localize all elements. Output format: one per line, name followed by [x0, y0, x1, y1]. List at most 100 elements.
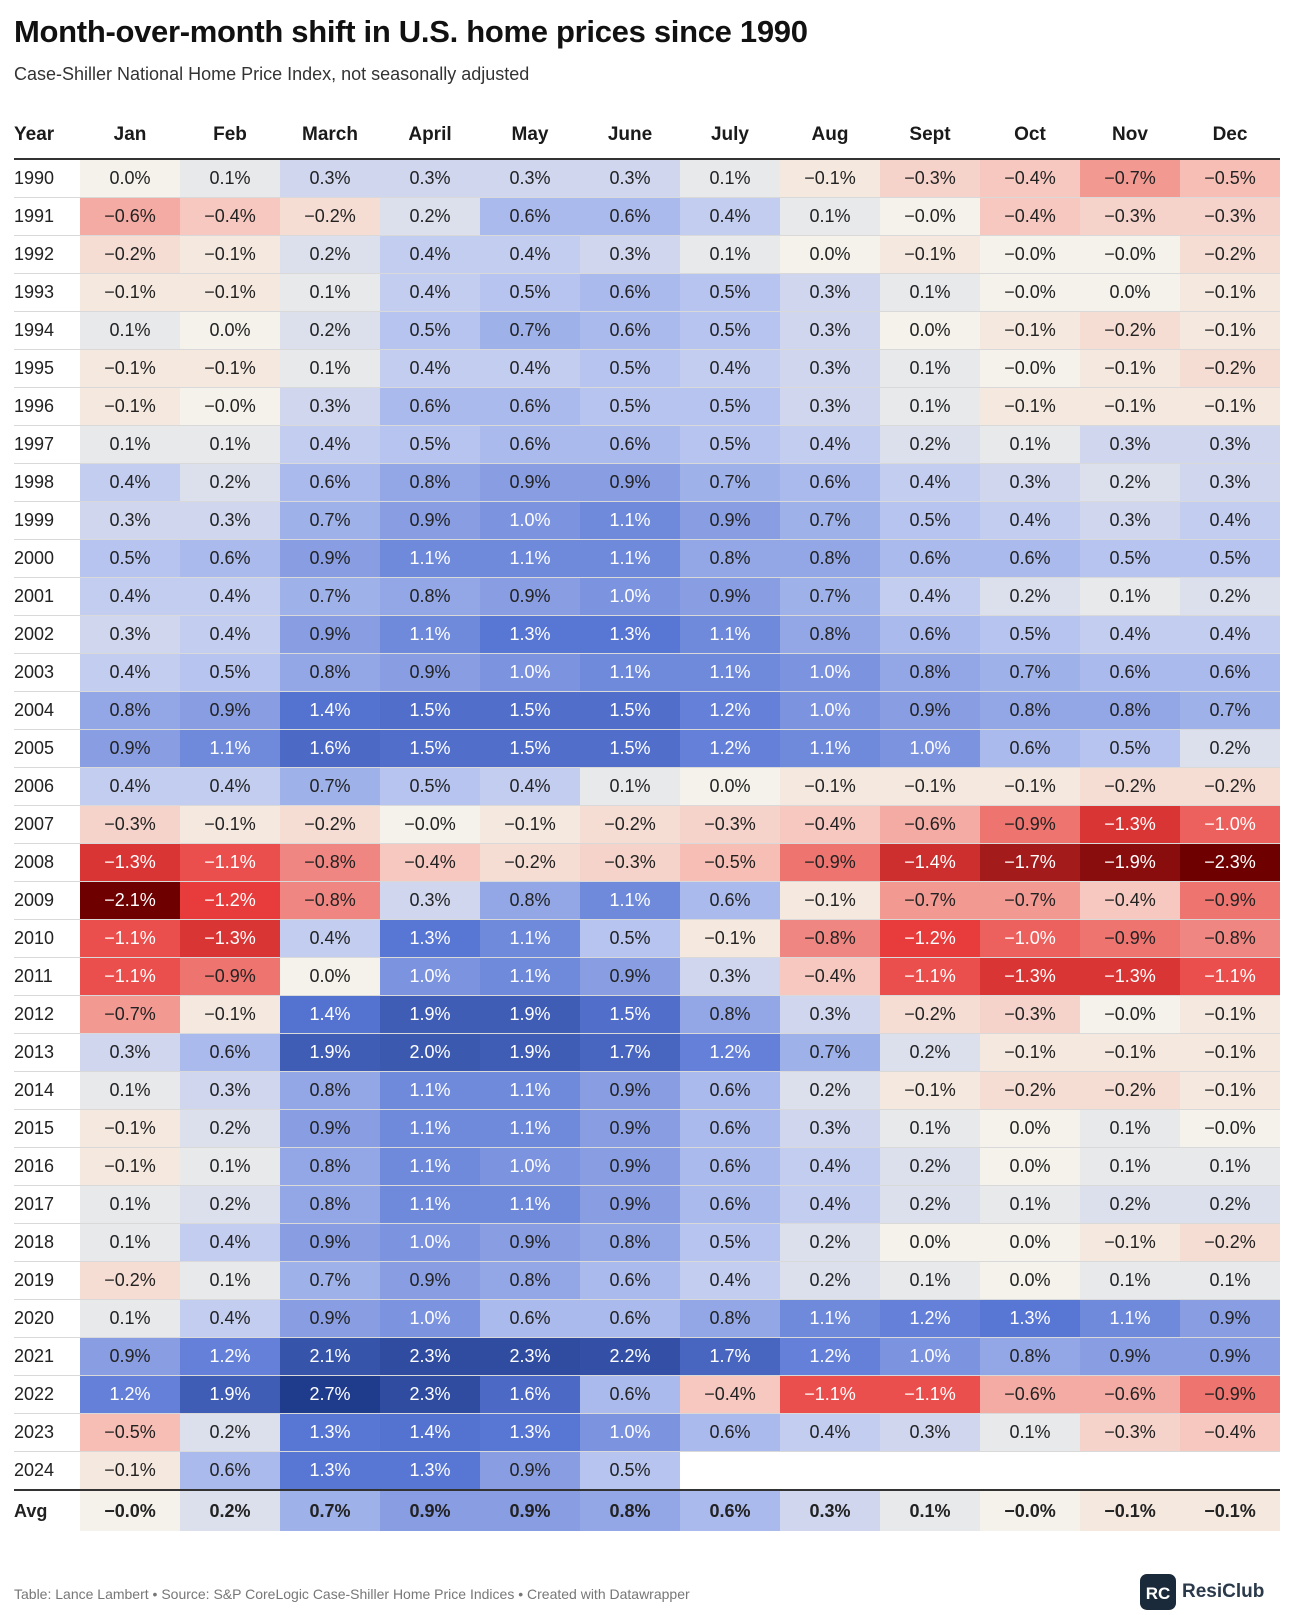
heatmap-cell: −0.1%	[80, 387, 180, 426]
heatmap-cell: 0.1%	[180, 1147, 280, 1186]
heatmap-cell: −0.4%	[980, 197, 1080, 236]
heatmap-cell: −0.8%	[280, 881, 380, 920]
heatmap-cell: 0.5%	[180, 653, 280, 692]
heatmap-cell: 0.8%	[680, 539, 780, 578]
heatmap-cell: −0.2%	[1180, 767, 1280, 806]
resiclub-logo-icon: RC	[1140, 1574, 1176, 1610]
heatmap-cell: −0.1%	[180, 805, 280, 844]
heatmap-cell: 0.6%	[580, 1299, 680, 1338]
average-row: Avg −0.0% 0.2% 0.7% 0.9% 0.9% 0.8% 0.6% 0.3% 0.1%…	[14, 1489, 1280, 1531]
heatmap-cell: 0.9%	[280, 539, 380, 578]
table-row: 1992 −0.2% −0.1% 0.2% 0.4% 0.4% 0.3% 0.1% 0.0% −0…	[14, 235, 1280, 274]
heatmap-cell: 1.1%	[580, 539, 680, 578]
heatmap-cell: 0.4%	[680, 349, 780, 388]
heatmap-cell	[680, 1452, 780, 1491]
heatmap-cell: 1.1%	[380, 615, 480, 654]
heatmap-cell: 1.1%	[1080, 1299, 1180, 1338]
heatmap-cell: 0.3%	[1180, 425, 1280, 464]
heatmap-cell: 0.9%	[580, 957, 680, 996]
heatmap-cell: −0.2%	[1080, 767, 1180, 806]
heatmap-cell: 0.7%	[780, 577, 880, 616]
heatmap-cell: 0.0%	[980, 1147, 1080, 1186]
heatmap-cell: 0.8%	[680, 1299, 780, 1338]
heatmap-cell: −0.2%	[880, 995, 980, 1034]
heatmap-cell: −0.8%	[1180, 919, 1280, 958]
table-row: 1994 0.1% 0.0% 0.2% 0.5% 0.7% 0.6% 0.5% 0.3% 0.0%…	[14, 311, 1280, 350]
heatmap-cell: 0.5%	[480, 273, 580, 312]
heatmap-cell: −0.4%	[980, 159, 1080, 198]
year-label: 2017	[14, 1185, 80, 1224]
heatmap-cell: 1.1%	[480, 919, 580, 958]
heatmap-cell: 0.9%	[80, 729, 180, 768]
average-cell: −0.1%	[1180, 1489, 1280, 1531]
heatmap-cell: −1.3%	[1080, 805, 1180, 844]
heatmap-cell	[780, 1452, 880, 1491]
heatmap-cell: 0.1%	[680, 159, 780, 198]
month-header-jan: Jan	[80, 112, 180, 160]
heatmap-cell: 0.9%	[180, 691, 280, 730]
heatmap-cell: 0.5%	[380, 425, 480, 464]
year-label: 1999	[14, 501, 80, 540]
heatmap-cell: −0.4%	[1180, 1413, 1280, 1452]
heatmap-cell: 0.8%	[1080, 691, 1180, 730]
heatmap-cell: 0.9%	[80, 1337, 180, 1376]
heatmap-cell: −0.1%	[980, 311, 1080, 350]
heatmap-cell	[1180, 1452, 1280, 1491]
heatmap-cell: 1.1%	[180, 729, 280, 768]
heatmap-cell: 0.3%	[280, 387, 380, 426]
table-row: 1999 0.3% 0.3% 0.7% 0.9% 1.0% 1.1% 0.9% 0.7% 0.5%…	[14, 501, 1280, 540]
heatmap-cell: 0.6%	[880, 615, 980, 654]
heatmap-cell: 0.3%	[580, 159, 680, 198]
heatmap-cell: 1.9%	[480, 1033, 580, 1072]
heatmap-cell: 0.2%	[880, 425, 980, 464]
heatmap-cell: 0.0%	[180, 311, 280, 350]
year-column-header: Year	[14, 112, 80, 160]
heatmap-cell: 0.2%	[1080, 463, 1180, 502]
heatmap-cell: 1.3%	[280, 1413, 380, 1452]
heatmap-cell: 1.0%	[480, 1147, 580, 1186]
heatmap-cell: 0.3%	[780, 273, 880, 312]
heatmap-cell: 0.1%	[1080, 1261, 1180, 1300]
table-row: 2015 −0.1% 0.2% 0.9% 1.1% 1.1% 0.9% 0.6% 0.3% 0.1…	[14, 1109, 1280, 1148]
heatmap-cell: −1.2%	[880, 919, 980, 958]
heatmap-cell: 2.7%	[280, 1375, 380, 1414]
heatmap-cell: −0.7%	[980, 881, 1080, 920]
heatmap-cell: −0.1%	[1080, 1223, 1180, 1262]
heatmap-cell: 0.6%	[680, 1109, 780, 1148]
year-label: 2015	[14, 1109, 80, 1148]
heatmap-cell: 0.4%	[1180, 615, 1280, 654]
heatmap-cell: 0.2%	[180, 1109, 280, 1148]
heatmap-cell: 0.3%	[780, 387, 880, 426]
heatmap-cell: −1.7%	[980, 843, 1080, 882]
heatmap-cell: −0.2%	[280, 805, 380, 844]
heatmap-cell: 1.2%	[680, 691, 780, 730]
heatmap-cell: 0.4%	[680, 1261, 780, 1300]
heatmap-cell: 0.7%	[280, 1261, 380, 1300]
heatmap-cell: 1.1%	[380, 1185, 480, 1224]
heatmap-cell: −0.2%	[1080, 1071, 1180, 1110]
heatmap-cell: 1.3%	[480, 1413, 580, 1452]
heatmap-cell: −0.9%	[1080, 919, 1180, 958]
heatmap-cell: 0.4%	[380, 349, 480, 388]
average-cell: 0.9%	[480, 1489, 580, 1531]
brand-logo: RC ResiClub	[1140, 1574, 1280, 1610]
heatmap-cell: 0.2%	[880, 1147, 980, 1186]
heatmap-cell: 0.1%	[80, 1299, 180, 1338]
heatmap-cell: 0.7%	[980, 653, 1080, 692]
year-label: 2022	[14, 1375, 80, 1414]
average-cell: 0.1%	[880, 1489, 980, 1531]
heatmap-cell: −0.0%	[1080, 235, 1180, 274]
heatmap-cell: −1.3%	[180, 919, 280, 958]
heatmap-cell: 0.5%	[580, 1451, 680, 1490]
heatmap-cell: −0.6%	[1080, 1375, 1180, 1414]
heatmap-cell: −0.5%	[80, 1413, 180, 1452]
heatmap-cell: 0.1%	[80, 1223, 180, 1262]
heatmap-cell: −0.5%	[680, 843, 780, 882]
heatmap-cell: 0.6%	[680, 1413, 780, 1452]
heatmap-cell: 0.0%	[980, 1223, 1080, 1262]
heatmap-cell: 0.0%	[980, 1261, 1080, 1300]
table-row: 1993 −0.1% −0.1% 0.1% 0.4% 0.5% 0.6% 0.5% 0.3% 0.…	[14, 273, 1280, 312]
heatmap-cell: −0.4%	[180, 197, 280, 236]
heatmap-cell: 0.4%	[180, 767, 280, 806]
heatmap-cell: 0.2%	[780, 1261, 880, 1300]
